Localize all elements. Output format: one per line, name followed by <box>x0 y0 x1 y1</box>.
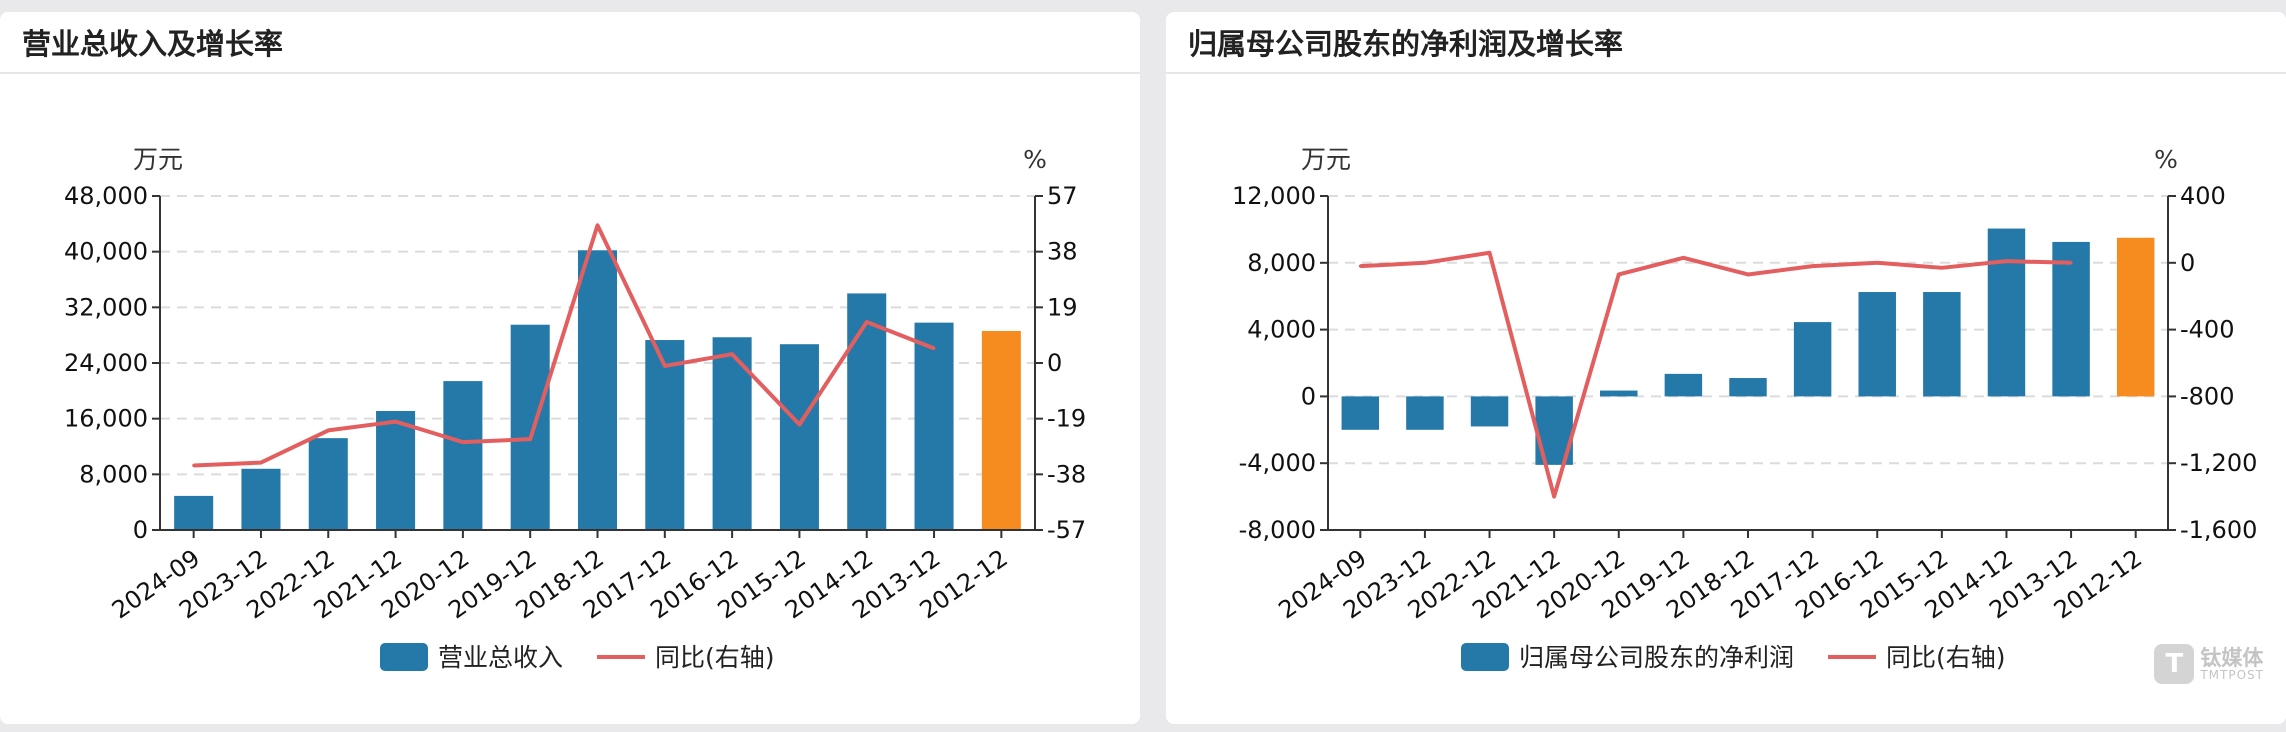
bar <box>847 293 887 530</box>
right-axis-tick-label: 0 <box>2180 249 2195 277</box>
bar <box>376 411 416 530</box>
watermark-name: 钛媒体 <box>2200 645 2264 670</box>
yoy-growth-point <box>932 346 936 350</box>
left-axis-tick-label: 4,000 <box>1247 316 1316 344</box>
left-axis-tick-label: -8,000 <box>1239 516 1316 544</box>
bar <box>1664 373 1703 397</box>
yoy-growth-point <box>2004 259 2008 263</box>
right-axis-tick-label: -1,600 <box>2180 516 2257 544</box>
left-axis-unit: 万元 <box>133 145 183 174</box>
tmtpost-logo-icon: T <box>2154 644 2195 684</box>
left-axis-tick-label: 16,000 <box>64 405 148 433</box>
revenue-panel: 营业总收入及增长率 万元% 0 8,000 16,000 24,000 32,000 40,… <box>0 12 1140 724</box>
right-axis-tick-label: -38 <box>1047 460 1086 488</box>
bar <box>645 340 685 530</box>
yoy-growth-point <box>1746 272 1750 276</box>
yoy-growth-line <box>1360 250 2072 499</box>
bar <box>1858 292 1896 397</box>
yoy-growth-point <box>528 437 532 441</box>
left-axis-tick-label: -4,000 <box>1239 449 1316 477</box>
yoy-growth-point <box>730 352 734 356</box>
yoy-growth-line <box>193 223 935 468</box>
yoy-growth-point <box>259 461 263 465</box>
right-axis-tick-label: -800 <box>2180 382 2234 410</box>
bar <box>2052 241 2090 397</box>
yoy-growth-point <box>1617 272 1621 276</box>
yoy-growth-point <box>1423 261 1427 265</box>
right-axis-tick-label: 0 <box>1047 349 1062 377</box>
yoy-growth-point <box>1681 256 1685 260</box>
legend-line-label: 同比(右轴) <box>655 643 775 672</box>
left-axis-tick-label: 32,000 <box>64 293 148 321</box>
bar <box>1470 396 1509 427</box>
right-axis-tick-label: -1,200 <box>2180 449 2257 477</box>
revenue-panel-header: 营业总收入及增长率 <box>0 12 1140 74</box>
revenue-chart: 万元 % 0 8,000 16,000 24,000 32,000 40,000 48,000 -… <box>64 145 1086 672</box>
bar <box>1987 228 2026 397</box>
bar <box>443 381 483 530</box>
yoy-growth-point <box>1811 264 1815 268</box>
bar <box>510 324 550 530</box>
right-axis-tick-label: -57 <box>1047 516 1086 544</box>
bar <box>1793 322 1832 397</box>
revenue-chart-title: 营业总收入及增长率 <box>22 27 284 61</box>
tmtpost-watermark: T 钛媒体 TMTPOST <box>2154 644 2264 684</box>
bar <box>241 468 281 530</box>
yoy-growth-point <box>461 440 465 444</box>
right-axis-tick-label: -400 <box>2180 316 2234 344</box>
yoy-growth-point <box>596 223 599 227</box>
left-axis-tick-label: 24,000 <box>64 349 148 377</box>
bar <box>779 344 819 530</box>
legend-bar-swatch <box>1461 643 1509 671</box>
yoy-growth-point <box>663 364 667 368</box>
left-axis-tick-label: 48,000 <box>64 182 148 210</box>
left-axis-tick-label: 0 <box>133 516 148 544</box>
right-axis-tick-label: 38 <box>1047 238 1078 266</box>
yoy-growth-point <box>326 428 330 432</box>
left-axis-tick-label: 12,000 <box>1232 182 1316 210</box>
bar <box>308 438 348 530</box>
yoy-growth-point <box>1940 266 1944 270</box>
yoy-growth-point <box>192 464 196 468</box>
yoy-growth-point <box>797 423 801 427</box>
bar <box>914 322 954 530</box>
yoy-growth-point <box>394 420 398 424</box>
watermark-sub: TMTPOST <box>2200 667 2264 682</box>
bar <box>174 495 214 530</box>
net-profit-chart-title: 归属母公司股东的净利润及增长率 <box>1188 27 1624 61</box>
yoy-growth-point <box>1358 264 1362 268</box>
net-profit-panel-header: 归属母公司股东的净利润及增长率 <box>1166 12 2286 74</box>
legend-bar-swatch <box>380 643 428 671</box>
yoy-growth-point <box>1875 261 1879 265</box>
right-axis-tick-label: -19 <box>1047 405 1086 433</box>
left-axis-tick-label: 8,000 <box>79 460 148 488</box>
bar <box>577 250 618 530</box>
bar <box>1406 396 1444 430</box>
yoy-growth-point <box>2069 261 2073 265</box>
right-axis-unit: % <box>2154 145 2178 174</box>
right-axis-unit: % <box>1023 145 1047 174</box>
bar <box>1729 378 1767 397</box>
right-axis-tick-label: 400 <box>2180 182 2226 210</box>
bar <box>981 330 1021 530</box>
right-axis-tick-label: 57 <box>1047 182 1078 210</box>
bar <box>2116 237 2155 397</box>
left-axis-tick-label: 8,000 <box>1247 249 1316 277</box>
bar <box>1600 390 1638 397</box>
bar <box>1341 396 1380 430</box>
net-profit-panel: 归属母公司股东的净利润及增长率 万元% -8,000 -4,000 0 4,000 8,0… <box>1166 12 2286 724</box>
legend-bar-label: 营业总收入 <box>438 643 563 672</box>
yoy-growth-point <box>1552 495 1556 499</box>
yoy-growth-point <box>865 320 869 324</box>
yoy-growth-point <box>1488 251 1492 255</box>
left-axis-tick-label: 40,000 <box>64 238 148 266</box>
right-axis-tick-label: 19 <box>1047 293 1078 321</box>
net-profit-chart: 万元 % -8,000 -4,000 0 4,000 8,000 12,000 -1,600 -1… <box>1232 145 2257 672</box>
legend-bar-label: 归属母公司股东的净利润 <box>1519 643 1794 672</box>
legend-line-label: 同比(右轴) <box>1886 643 2006 672</box>
bar <box>1923 292 1961 397</box>
left-axis-unit: 万元 <box>1301 145 1351 174</box>
left-axis-tick-label: 0 <box>1301 382 1316 410</box>
